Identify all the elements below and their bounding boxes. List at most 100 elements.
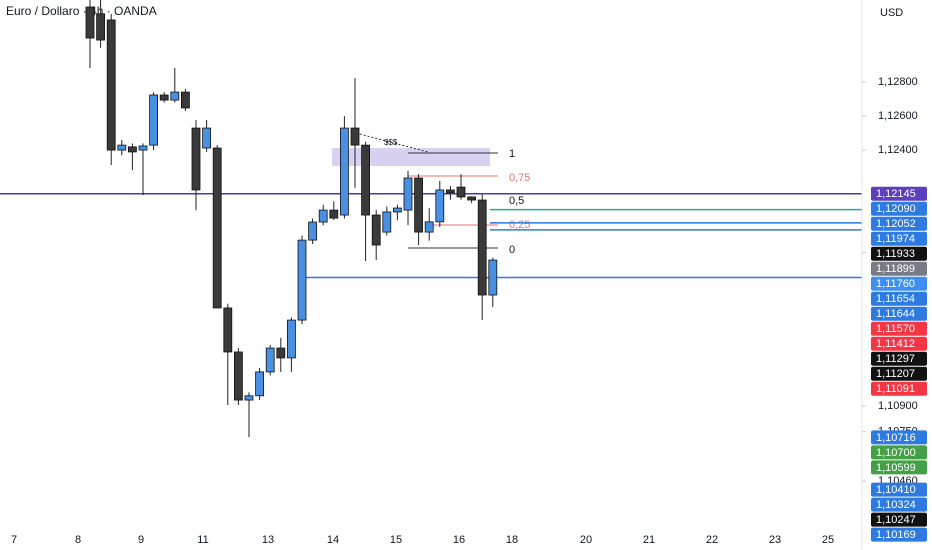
price-label: 1,12090: [871, 201, 927, 216]
candle-body: [318, 209, 328, 223]
price-label-box: [871, 527, 927, 542]
x-tick-label: 25: [822, 534, 834, 546]
currency: USD: [880, 7, 903, 19]
price-label-box: [871, 430, 927, 445]
price-label: 1,12052: [871, 216, 927, 231]
candle-body: [202, 127, 212, 149]
candle-body: [265, 347, 275, 373]
y-tick-label: 1,12400: [878, 144, 918, 156]
price-label-box: [871, 512, 927, 527]
price-label-text: 1,11297: [876, 353, 915, 365]
price-label-text: 1,12145: [876, 188, 916, 200]
price-label-box: [871, 186, 927, 201]
candle-body: [212, 147, 222, 309]
price-label-text: 1,10247: [876, 514, 916, 526]
candle-body: [297, 239, 307, 321]
price-label-text: 1,11570: [876, 323, 915, 335]
price-label-text: 1,10700: [876, 447, 916, 459]
price-label-box: [871, 291, 927, 306]
x-tick-label: 20: [580, 534, 592, 546]
candle-body: [308, 221, 318, 241]
price-label-box: [871, 261, 927, 276]
price-label: 1,11412: [871, 336, 927, 351]
price-label-text: 1,10169: [876, 529, 916, 541]
price-label-text: 1,11644: [876, 308, 915, 320]
candle-body: [127, 146, 137, 153]
price-label: 1,10599: [871, 460, 927, 475]
price-label: 1,11091: [871, 381, 927, 396]
y-tick-label: 1,12600: [878, 110, 918, 122]
x-tick-label: 13: [262, 534, 274, 546]
chart-title: Euro / Dollaro · 4h · OANDA: [6, 4, 157, 18]
price-label: 1,10700: [871, 445, 927, 460]
price-label-text: 1,12090: [876, 203, 916, 215]
price-label: 1,11207: [871, 366, 927, 381]
fib-label: 0,5: [509, 195, 524, 207]
candle-body: [255, 371, 265, 397]
annotation: $$$: [384, 138, 398, 147]
y-tick-label: 1,12800: [878, 76, 918, 88]
price-label: 1,10716: [871, 430, 927, 445]
candle-body: [329, 209, 339, 219]
candle-body: [117, 144, 127, 151]
candle-body: [149, 94, 159, 146]
fib-label: 0,25: [509, 219, 530, 231]
x-tick-label: 23: [769, 534, 781, 546]
price-label: 1,12145: [871, 186, 927, 201]
price-label-text: 1,10324: [876, 499, 916, 511]
liquidity-line: [351, 131, 429, 153]
price-label-box: [871, 321, 927, 336]
price-label-box: [871, 460, 927, 475]
candle-body: [106, 19, 116, 151]
candle-body: [403, 177, 413, 211]
candle-body: [361, 144, 371, 216]
candle-body: [233, 351, 243, 401]
price-label: 1,11899: [871, 261, 927, 276]
price-label-text: 1,11974: [876, 233, 915, 245]
price-label: 1,11297: [871, 351, 927, 366]
price-label-text: 1,11412: [876, 338, 915, 350]
price-label: 1,11570: [871, 321, 927, 336]
price-label: 1,10324: [871, 497, 927, 512]
price-label-text: 1,11207: [876, 368, 915, 380]
price-label: 1,10247: [871, 512, 927, 527]
candle-body: [350, 127, 360, 146]
x-tick-label: 11: [197, 534, 208, 546]
x-tick-label: 15: [390, 534, 402, 546]
candle-body: [244, 395, 254, 401]
price-label-text: 1,11654: [876, 293, 915, 305]
price-label: 1,10410: [871, 482, 927, 497]
price-label-box: [871, 216, 927, 231]
y-tick-label: 1,10900: [878, 400, 918, 412]
price-label-box: [871, 482, 927, 497]
price-label-box: [871, 231, 927, 246]
price-label: 1,10169: [871, 527, 927, 542]
price-label: 1,11760: [871, 276, 927, 291]
price-label-text: 1,11760: [876, 278, 915, 290]
candle-body: [488, 259, 498, 296]
candle-body: [445, 189, 455, 194]
candle-body: [467, 196, 477, 201]
x-tick-label: 22: [706, 534, 718, 546]
x-tick-label: 7: [11, 534, 17, 546]
candle-body: [435, 189, 445, 223]
x-tick-label: 18: [506, 534, 518, 546]
fib-label: 0,75: [509, 172, 530, 184]
fib-label: 0: [509, 244, 515, 256]
candle-body: [339, 127, 349, 216]
price-label-box: [871, 445, 927, 460]
price-label: 1,11654: [871, 291, 927, 306]
candle-body: [286, 319, 296, 359]
candle-body: [371, 214, 381, 246]
candle-body: [191, 127, 201, 191]
price-label-box: [871, 306, 927, 321]
x-tick-label: 9: [138, 534, 144, 546]
candle-body: [170, 91, 180, 101]
candle-body: [159, 94, 169, 101]
price-label-text: 1,11899: [876, 263, 915, 275]
candle-body: [456, 186, 466, 198]
x-tick-label: 16: [453, 534, 465, 546]
candle-body: [424, 221, 434, 233]
candle-body: [276, 347, 286, 359]
